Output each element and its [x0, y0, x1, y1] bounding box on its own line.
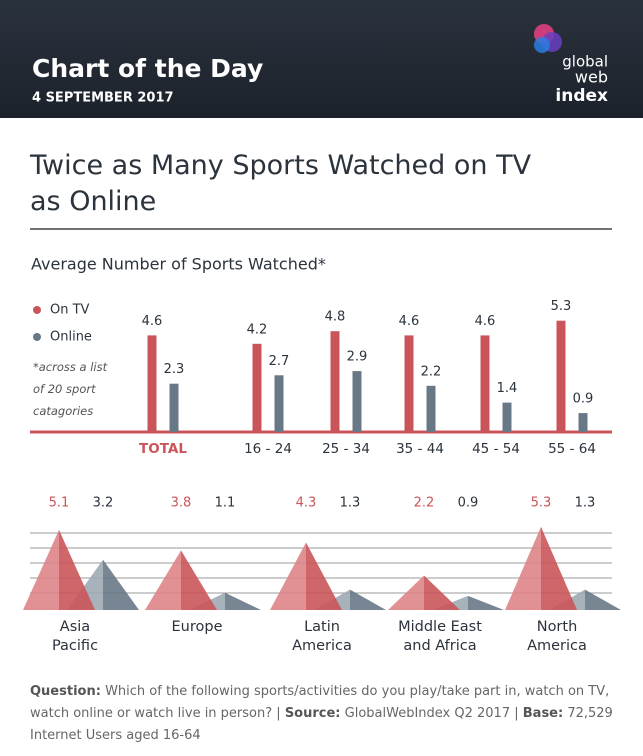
value-label: 4.6: [142, 314, 163, 329]
bar: [578, 413, 588, 432]
logo-dot: [534, 37, 550, 53]
header-title: Chart of the Day: [32, 54, 263, 83]
x-tick-label: 25 - 34: [322, 441, 370, 457]
footer-text: GlobalWebIndex Q2 2017: [344, 706, 511, 721]
bar: [147, 335, 157, 432]
bar: [556, 320, 566, 432]
x-tick-label: 55 - 64: [548, 441, 596, 457]
separator: |: [514, 706, 519, 721]
bar: [252, 343, 262, 432]
x-tick-label: Middle East and Africa: [398, 619, 482, 654]
logo-text: index: [555, 86, 608, 106]
value-label: 2.2: [414, 496, 435, 511]
triangle: [270, 542, 342, 610]
x-tick-label: Latin America: [292, 619, 352, 654]
value-label: 1.1: [215, 496, 236, 511]
legend-label: Online: [50, 330, 92, 345]
value-label: 3.8: [171, 496, 192, 511]
legend-swatch: [33, 333, 41, 341]
x-tick-label: Asia Pacific: [51, 619, 99, 654]
value-label: 5.1: [49, 496, 70, 511]
header-band: [0, 0, 643, 118]
value-label: 4.2: [247, 322, 268, 337]
footer-text: 72,529 Internet Users aged 16-64: [30, 706, 613, 743]
value-label: 4.6: [399, 314, 420, 329]
bar: [169, 383, 179, 432]
bar: [330, 331, 340, 432]
value-label: 4.8: [325, 310, 346, 325]
headline: Twice as Many Sports Watched on TV as On…: [30, 150, 532, 217]
triangle: [388, 575, 460, 610]
value-label: 2.2: [421, 364, 442, 379]
value-label: 5.3: [531, 496, 552, 511]
chart-title: Average Number of Sports Watched*: [31, 255, 326, 274]
value-label: 1.3: [340, 496, 361, 511]
bar: [426, 385, 436, 432]
separator: |: [276, 706, 281, 721]
bar: [404, 335, 414, 432]
footer-label: Question:: [30, 684, 101, 699]
value-label: 2.7: [269, 354, 290, 369]
bar: [274, 375, 284, 432]
bar: [502, 402, 512, 432]
bar: [480, 335, 490, 432]
value-label: 2.3: [164, 362, 185, 377]
value-label: 4.6: [475, 314, 496, 329]
bar: [352, 371, 362, 432]
x-tick-label: 35 - 44: [396, 441, 444, 457]
x-tick-label: Europe: [171, 619, 223, 635]
value-label: 1.4: [497, 381, 518, 396]
header-date: 4 SEPTEMBER 2017: [32, 91, 174, 106]
value-label: 2.9: [347, 350, 368, 365]
chart-note: *across a list of 20 sport catagories: [33, 360, 108, 418]
x-tick-label: TOTAL: [139, 441, 187, 457]
legend-swatch: [33, 306, 41, 314]
value-label: 4.3: [296, 496, 317, 511]
logo-text: web: [575, 68, 608, 87]
footer-text: Which of the following sports/activities…: [30, 684, 610, 721]
legend-label: On TV: [50, 303, 90, 318]
value-label: 1.3: [575, 496, 596, 511]
triangle: [145, 550, 217, 610]
x-tick-label: 45 - 54: [472, 441, 520, 457]
x-tick-label: 16 - 24: [244, 441, 292, 457]
triangle: [23, 529, 95, 610]
value-label: 0.9: [573, 392, 594, 407]
logo-text: global: [562, 53, 608, 71]
value-label: 5.3: [551, 299, 572, 314]
x-tick-label: North America: [527, 619, 587, 654]
triangle: [505, 526, 577, 610]
footer-label: Base:: [522, 706, 564, 721]
footer-label: Source:: [284, 706, 341, 721]
value-label: 3.2: [93, 496, 114, 511]
footer: Question: Which of the following sports/…: [30, 681, 615, 747]
value-label: 0.9: [458, 496, 479, 511]
